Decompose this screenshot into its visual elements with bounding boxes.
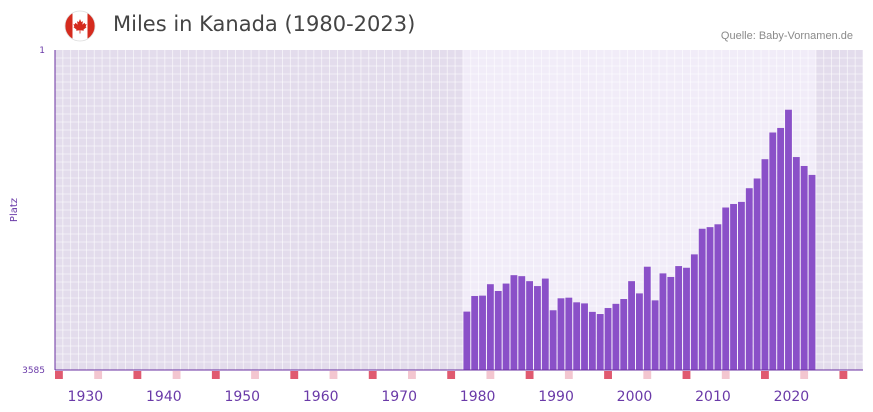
bar-1993 bbox=[581, 303, 588, 370]
bar-2018 bbox=[777, 127, 785, 370]
half-decade-marker bbox=[643, 371, 652, 379]
bar-2015 bbox=[753, 178, 761, 370]
bar-2014 bbox=[745, 188, 753, 370]
x-tick-label: 1950 bbox=[224, 389, 260, 405]
bar-1988 bbox=[541, 278, 549, 370]
decade-marker bbox=[368, 371, 377, 379]
x-tick-label: 1960 bbox=[303, 389, 339, 405]
half-decade-marker bbox=[564, 371, 573, 379]
bar-1992 bbox=[573, 302, 581, 370]
bar-2001 bbox=[643, 266, 651, 370]
bar-1994 bbox=[588, 311, 596, 370]
bar-2004 bbox=[667, 276, 675, 370]
bar-2022 bbox=[808, 174, 816, 370]
x-tick-label: 1970 bbox=[381, 389, 417, 405]
bar-1999 bbox=[628, 281, 636, 370]
bar-2016 bbox=[761, 159, 769, 370]
bar-2012 bbox=[730, 204, 737, 370]
bar-2017 bbox=[769, 132, 777, 370]
decade-marker bbox=[761, 371, 769, 379]
bar-1979 bbox=[471, 295, 479, 370]
y-axis-label: Platz bbox=[9, 198, 20, 222]
bar-1984 bbox=[510, 275, 518, 370]
decade-marker bbox=[133, 371, 142, 379]
bar-1986 bbox=[526, 281, 534, 370]
x-tick-label: 2000 bbox=[617, 389, 653, 405]
decade-marker bbox=[604, 371, 612, 379]
half-decade-marker bbox=[408, 371, 416, 379]
bar-1981 bbox=[486, 284, 494, 370]
half-decade-marker bbox=[721, 371, 730, 379]
decade-marker bbox=[525, 371, 534, 379]
half-decade-marker bbox=[800, 371, 809, 379]
bar-2002 bbox=[651, 300, 659, 370]
bar-2010 bbox=[714, 224, 722, 370]
bar-2013 bbox=[737, 201, 745, 370]
bar-1991 bbox=[565, 297, 573, 370]
bar-1998 bbox=[620, 299, 628, 370]
bar-1987 bbox=[534, 286, 541, 370]
tick-labels: 1930 1940 1950 1960 1970 1980 1990 2000 2010 2020… bbox=[9, 46, 809, 405]
decade-markers bbox=[55, 371, 848, 379]
x-tick-label: 1930 bbox=[68, 389, 104, 405]
bar-1997 bbox=[612, 303, 620, 370]
decade-marker bbox=[682, 371, 691, 379]
bar-1990 bbox=[557, 298, 565, 370]
x-tick-label: 1940 bbox=[146, 389, 182, 405]
bar-1989 bbox=[549, 310, 557, 370]
bar-2000 bbox=[636, 293, 643, 370]
bar-2005 bbox=[675, 266, 683, 370]
bar-1985 bbox=[518, 276, 526, 370]
decade-marker bbox=[55, 371, 63, 379]
bar-2003 bbox=[659, 273, 667, 370]
half-decade-marker bbox=[172, 371, 181, 379]
bar-1980 bbox=[479, 295, 486, 370]
bar-2021 bbox=[800, 165, 808, 370]
half-decade-marker bbox=[486, 371, 495, 379]
half-decade-marker bbox=[329, 371, 338, 379]
bar-2006 bbox=[683, 267, 690, 370]
source-label: Quelle: Baby-Vornamen.de bbox=[720, 30, 853, 42]
axes bbox=[54, 50, 863, 371]
bar-2008 bbox=[698, 228, 706, 370]
x-tick-label: 1980 bbox=[460, 389, 496, 405]
decade-marker bbox=[290, 371, 299, 379]
header: Miles in Kanada (1980-2023) Quelle: Baby… bbox=[0, 0, 873, 50]
y-tick-label: 3585 bbox=[22, 366, 45, 376]
bar-2007 bbox=[690, 254, 698, 370]
half-decade-marker bbox=[251, 371, 259, 379]
decade-marker bbox=[211, 371, 220, 379]
bar-2011 bbox=[722, 207, 730, 370]
canada-flag-icon bbox=[64, 10, 96, 42]
bar-1995 bbox=[596, 314, 604, 370]
bar-1996 bbox=[604, 308, 612, 370]
x-tick-label: 2020 bbox=[774, 389, 810, 405]
bar-1978 bbox=[463, 311, 471, 370]
half-decade-marker bbox=[94, 371, 103, 379]
bars bbox=[463, 109, 816, 370]
bar-1983 bbox=[502, 283, 510, 370]
decade-marker bbox=[447, 371, 456, 379]
bar-2019 bbox=[785, 109, 792, 370]
bar-2020 bbox=[792, 157, 800, 370]
y-tick-label: 1 bbox=[39, 46, 45, 56]
decade-marker bbox=[839, 371, 848, 379]
chart-title: Miles in Kanada (1980-2023) bbox=[113, 12, 416, 36]
x-tick-label: 2010 bbox=[695, 389, 731, 405]
x-tick-label: 1990 bbox=[538, 389, 574, 405]
bar-2009 bbox=[706, 227, 714, 370]
bar-1982 bbox=[494, 290, 502, 370]
